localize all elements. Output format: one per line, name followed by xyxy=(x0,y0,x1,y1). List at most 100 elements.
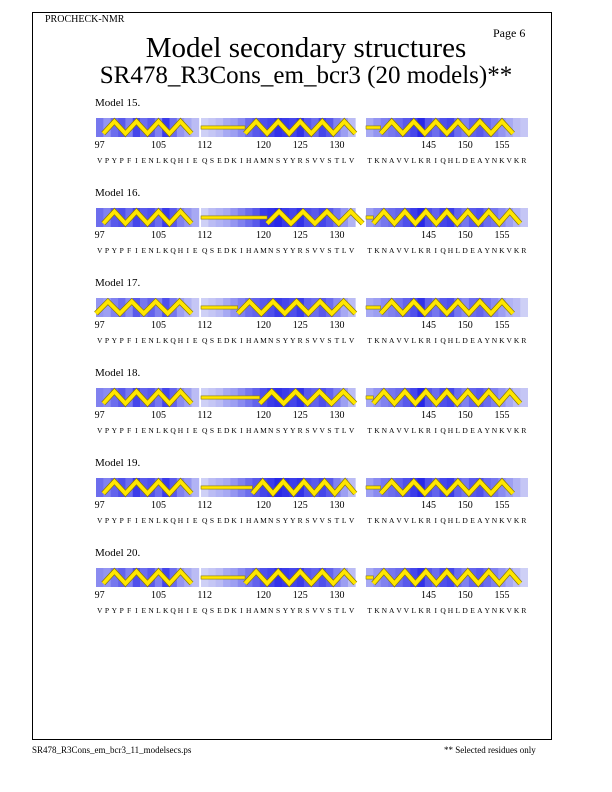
residue-letter: H xyxy=(177,246,184,255)
residue-letter: D xyxy=(223,516,230,525)
residue-tick-label: 120 xyxy=(255,590,271,601)
structure-band xyxy=(200,117,358,138)
residue-letter: K xyxy=(513,336,520,345)
shading-cell xyxy=(154,118,163,137)
residue-letter: K xyxy=(231,426,237,435)
shading-cell xyxy=(520,208,528,227)
residue-letter: H xyxy=(246,336,252,345)
residue-tick-label: 125 xyxy=(292,590,308,601)
residue-tick-label: 150 xyxy=(457,500,473,511)
residue-letter: L xyxy=(341,516,347,525)
residue-letter: Y xyxy=(290,246,296,255)
residue-letter: E xyxy=(192,336,198,345)
residue-letter: M xyxy=(260,606,267,615)
residue-letter: I xyxy=(135,246,138,255)
residue-tick-label: 125 xyxy=(292,410,308,421)
shading-cell xyxy=(176,208,185,227)
residue-letter: L xyxy=(156,516,161,525)
shading-cell xyxy=(252,118,261,137)
residue-letter: K xyxy=(499,246,505,255)
residue-letter: T xyxy=(334,156,340,165)
shading-cell xyxy=(96,568,104,587)
residue-letter: E xyxy=(217,336,222,345)
residue-letter: K xyxy=(499,336,505,345)
residue-letter: N xyxy=(491,516,498,525)
residue-tick-label: 145 xyxy=(420,410,436,421)
residue-letter: V xyxy=(506,246,512,255)
residue-tick-label: 130 xyxy=(329,320,345,331)
residue-letter: I xyxy=(186,516,190,525)
residue-letter: E xyxy=(141,336,147,345)
residue-letter: E xyxy=(141,156,147,165)
residue-letter: V xyxy=(319,426,325,435)
residue-letter: Y xyxy=(290,606,296,615)
shading-cell xyxy=(340,568,349,587)
shading-cell xyxy=(476,568,484,587)
shading-cell xyxy=(191,298,200,317)
shading-cell xyxy=(380,208,389,227)
shading-cell xyxy=(380,568,389,587)
shading-cell xyxy=(432,568,440,587)
residue-letter: R xyxy=(521,246,527,255)
shading-cell xyxy=(483,388,492,407)
residue-letter: P xyxy=(104,156,110,165)
residue-letter: L xyxy=(455,426,461,435)
residue-letter: Y xyxy=(290,336,296,345)
residue-letter: S xyxy=(209,516,215,525)
residue-letter: K xyxy=(499,426,505,435)
model-label: Model 18. xyxy=(95,367,141,379)
residue-letter: I xyxy=(186,606,190,615)
residue-letter: I xyxy=(186,426,190,435)
residue-letter: H xyxy=(447,426,454,435)
shading-cell xyxy=(432,118,440,137)
residue-letter: Y xyxy=(484,606,490,615)
residue-tick-label: 125 xyxy=(292,500,308,511)
residue-letter: Y xyxy=(282,426,289,435)
shading-cell xyxy=(325,388,334,407)
residue-letter: E xyxy=(217,516,222,525)
helix-ribbon xyxy=(371,388,522,407)
structure-band xyxy=(365,207,528,228)
residue-tick-label: 120 xyxy=(255,320,271,331)
residue-letter: L xyxy=(455,156,461,165)
helix-ribbon xyxy=(94,298,193,317)
residue-letter: P xyxy=(119,606,124,615)
residue-letter: N xyxy=(268,426,274,435)
residue-tick-label: 130 xyxy=(329,230,345,241)
helix-ribbon xyxy=(101,118,193,137)
residue-letter: Y xyxy=(282,336,289,345)
shading-cell xyxy=(505,388,514,407)
structure-band xyxy=(96,567,200,588)
residue-letter: N xyxy=(268,606,274,615)
residue-letter: S xyxy=(327,336,332,345)
residue-letter: E xyxy=(141,246,147,255)
residue-letter: N xyxy=(148,606,154,615)
residue-letter: H xyxy=(447,156,454,165)
shading-cell xyxy=(96,118,104,137)
residue-letter: V xyxy=(403,606,410,615)
residue-letter: L xyxy=(455,516,461,525)
residue-letter: T xyxy=(367,606,372,615)
residue-letter: V xyxy=(506,516,512,525)
shading-cell xyxy=(454,208,462,227)
residue-tick-label: 105 xyxy=(150,500,166,511)
residue-letter: R xyxy=(425,606,431,615)
residue-letter: H xyxy=(177,606,184,615)
residue-letter: N xyxy=(148,516,154,525)
residue-letter: A xyxy=(388,606,395,615)
residue-letter: A xyxy=(253,516,259,525)
coil-strand xyxy=(365,575,374,580)
residue-letter: H xyxy=(447,246,454,255)
residue-letter: I xyxy=(434,336,438,345)
residue-letter: I xyxy=(240,246,243,255)
residue-letter: H xyxy=(246,606,252,615)
residue-letter: V xyxy=(348,426,355,435)
residue-letter: V xyxy=(403,246,410,255)
residue-letter: V xyxy=(319,336,325,345)
residue-letter: K xyxy=(163,516,169,525)
residue-letter: V xyxy=(396,246,402,255)
residue-letter: T xyxy=(367,246,372,255)
shading-cell xyxy=(454,478,462,497)
